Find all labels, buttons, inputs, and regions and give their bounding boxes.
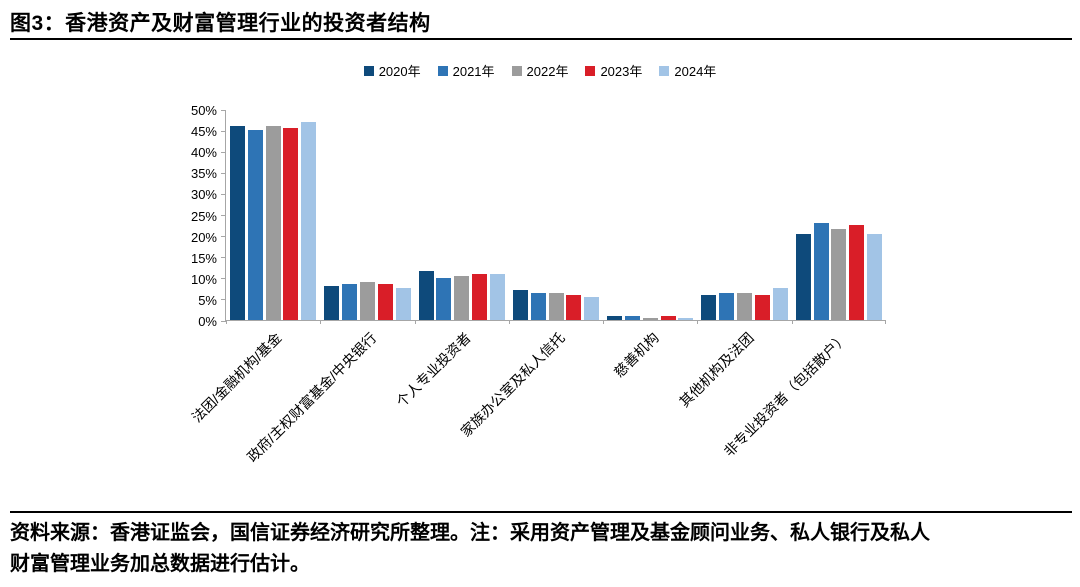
bar-2022年-cat1 (359, 282, 375, 320)
footer-divider (10, 511, 1072, 513)
bar-2021年-cat1 (342, 284, 358, 320)
y-axis-tick-label: 15% (190, 250, 217, 266)
y-axis-tick-mark (221, 130, 226, 132)
legend-item-1: 2021年 (437, 61, 495, 80)
bar-2020年-cat1 (324, 286, 340, 320)
bar-2022年-cat5 (737, 292, 753, 320)
bar-2021年-cat5 (719, 292, 735, 320)
y-axis-tick-mark (221, 320, 226, 322)
x-axis-tick-mark (791, 320, 793, 324)
source-note-line-1: 资料来源：香港证监会，国信证券经济研究所整理。注：采用资产管理及基金顾问业务、私… (10, 522, 930, 544)
bar-2024年-cat3 (584, 296, 600, 320)
y-axis-tick-mark (221, 172, 226, 174)
bar-2024年-cat0 (301, 121, 317, 320)
x-axis-category-label: 家族办公室及私人信托 (457, 329, 568, 440)
bar-2022年-cat4 (642, 317, 658, 320)
bar-2024年-cat2 (489, 273, 505, 320)
x-axis-tick-mark (414, 320, 416, 324)
x-axis-category-label: 个人专业投资者 (392, 329, 474, 411)
legend-swatch-icon (437, 65, 448, 76)
bar-2024年-cat6 (866, 233, 882, 320)
y-axis-tick-mark (221, 215, 226, 216)
y-axis-tick-mark (221, 109, 226, 111)
source-note: 资料来源：香港证监会，国信证券经济研究所整理。注：采用资产管理及基金顾问业务、私… (10, 518, 1072, 580)
y-axis-tick-label: 50% (190, 103, 217, 118)
bar-2021年-cat6 (813, 222, 829, 320)
bar-2024年-cat5 (772, 288, 788, 320)
bar-2023年-cat6 (849, 225, 865, 320)
y-axis-tick-label: 30% (190, 187, 217, 203)
source-note-line-2: 财富管理业务加总数据进行估计。 (10, 553, 310, 575)
y-axis-tick-mark (221, 257, 226, 259)
legend-label: 2020年 (378, 64, 421, 79)
bar-2020年-cat3 (512, 290, 528, 320)
legend-swatch-icon (585, 65, 596, 76)
y-axis-tick-mark (221, 299, 226, 301)
legend-label: 2022年 (526, 64, 569, 79)
chart-legend: 2020年 2021年 2022年 2023年 2024年 (0, 61, 1080, 80)
legend-label: 2021年 (452, 64, 495, 79)
legend-label: 2024年 (674, 64, 717, 79)
y-axis-tick-label: 45% (190, 124, 217, 140)
x-axis-tick-mark (508, 320, 510, 324)
y-axis-tick-label: 25% (190, 208, 217, 224)
bar-2021年-cat2 (436, 277, 452, 320)
bar-2023年-cat2 (472, 273, 487, 320)
x-axis-category-label: 法团/金融机构/基金 (188, 329, 285, 426)
legend-swatch-icon (659, 65, 670, 76)
bar-2021年-cat4 (624, 315, 640, 320)
x-axis-category-label: 慈善机构 (611, 329, 663, 381)
x-axis-category-label: 其他机构及法团 (675, 329, 757, 411)
bar-2022年-cat3 (548, 292, 564, 320)
legend-swatch-icon (511, 65, 522, 76)
y-axis-tick-mark (221, 151, 226, 153)
bar-2023年-cat5 (754, 294, 770, 320)
y-axis-tick-mark (221, 193, 226, 195)
y-axis-tick-label: 10% (190, 271, 217, 287)
legend-item-2: 2022年 (511, 61, 569, 80)
y-axis-tick-label: 20% (190, 229, 217, 245)
bar-2021年-cat3 (530, 292, 546, 320)
legend-item-0: 2020年 (363, 61, 421, 80)
bar-2023年-cat0 (283, 128, 299, 320)
bar-2023年-cat1 (377, 284, 393, 320)
x-axis-tick-mark (320, 320, 322, 324)
figure-title: 图3：香港资产及财富管理行业的投资者结构 (10, 12, 431, 35)
bar-2022年-cat2 (454, 275, 470, 320)
y-axis-tick-label: 40% (190, 145, 217, 161)
bar-2020年-cat6 (795, 233, 811, 320)
legend-item-3: 2023年 (585, 61, 642, 80)
bar-2024年-cat4 (678, 317, 694, 320)
legend-label: 2023年 (600, 64, 643, 79)
legend-swatch-icon (363, 65, 374, 76)
legend-item-4: 2024年 (659, 61, 716, 80)
title-divider (10, 38, 1072, 40)
y-axis-tick-mark (221, 236, 226, 238)
y-axis-tick-label: 35% (190, 166, 217, 182)
bar-2023年-cat4 (660, 315, 676, 320)
y-axis-tick-label: 0% (198, 314, 217, 329)
bar-2023年-cat3 (566, 294, 582, 320)
bar-2020年-cat5 (701, 294, 717, 320)
bar-2022年-cat0 (265, 125, 281, 320)
bar-2020年-cat2 (418, 271, 434, 320)
bar-2021年-cat0 (247, 130, 263, 320)
y-axis-tick-label: 5% (198, 292, 217, 308)
x-axis-tick-mark (885, 320, 886, 324)
bar-2022年-cat6 (831, 229, 847, 320)
x-axis-tick-mark (697, 320, 699, 324)
x-axis-tick-mark (603, 320, 605, 324)
bar-chart-plot-area: 0% 5% 10% 15% 20% 25% 30% 35% 40% 45% 50% 法团/金融机构/基… (189, 103, 886, 465)
x-axis-tick-mark (226, 320, 227, 324)
bar-2024年-cat1 (395, 288, 411, 320)
y-axis-tick-mark (221, 278, 226, 280)
bar-2020年-cat4 (607, 315, 623, 320)
bar-2020年-cat0 (230, 125, 246, 320)
